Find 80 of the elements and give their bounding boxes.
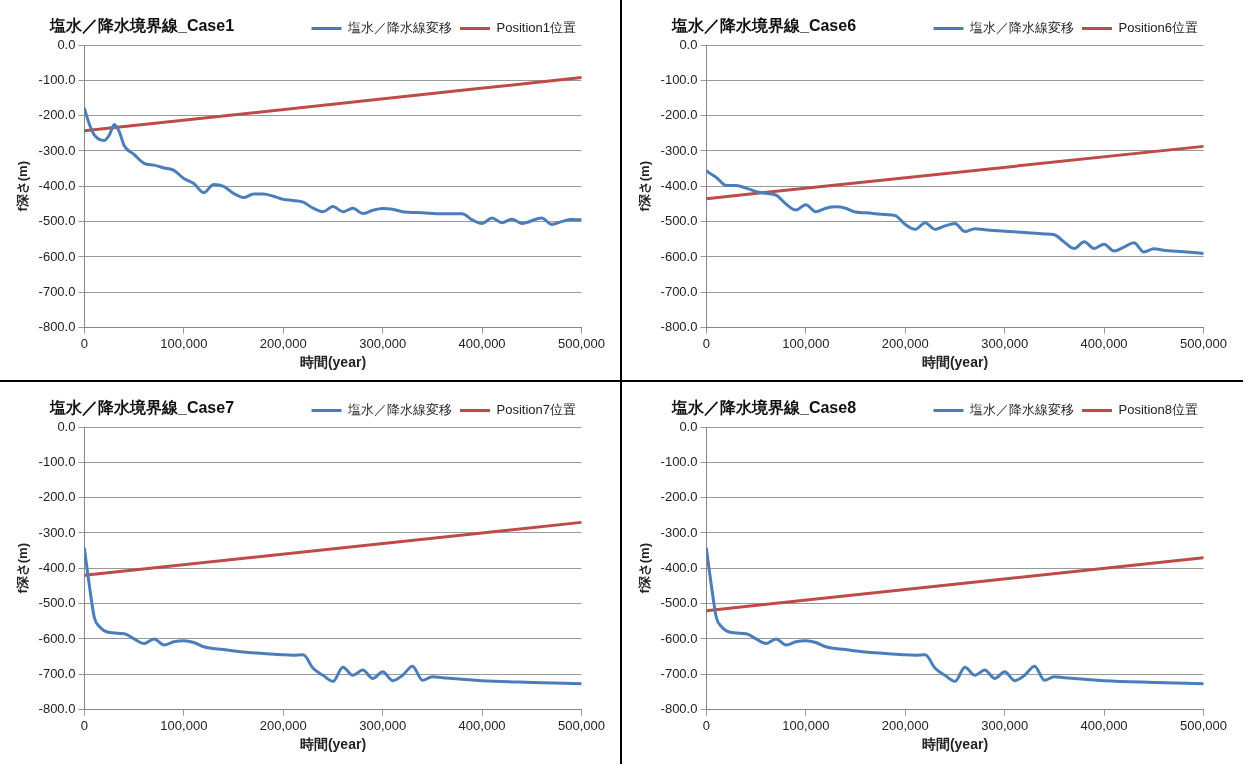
x-tick-label: 400,000 bbox=[1080, 717, 1128, 733]
y-tick-label: -100.0 bbox=[660, 71, 698, 87]
x-tick-label: 100,000 bbox=[160, 717, 208, 733]
x-tick-label: 200,000 bbox=[259, 335, 307, 351]
legend-label: 塩水／降水線変移 bbox=[347, 402, 453, 418]
y-tick-label: 0.0 bbox=[57, 418, 76, 434]
y-tick-label: -500.0 bbox=[660, 595, 698, 611]
y-tick-label: -600.0 bbox=[38, 630, 76, 646]
y-tick-label: -300.0 bbox=[38, 142, 76, 158]
x-tick-label: 100,000 bbox=[160, 335, 208, 351]
y-tick-label: -800.0 bbox=[38, 319, 76, 335]
y-tick-label: -200.0 bbox=[38, 107, 76, 123]
y-tick-label: -800.0 bbox=[660, 701, 698, 717]
y-tick-label: -400.0 bbox=[660, 559, 698, 575]
y-tick-label: -200.0 bbox=[660, 489, 698, 505]
y-tick-label: -400.0 bbox=[38, 177, 76, 193]
x-tick-label: 500,000 bbox=[1180, 335, 1227, 351]
x-tick-label: 0 bbox=[702, 717, 711, 733]
legend-label: Position7位置 bbox=[496, 402, 577, 418]
x-tick-label: 100,000 bbox=[782, 717, 830, 733]
y-tick-label: -300.0 bbox=[38, 524, 76, 540]
y-tick-label: -400.0 bbox=[660, 177, 698, 193]
y-tick-label: -300.0 bbox=[660, 142, 698, 158]
x-tick-label: 400,000 bbox=[458, 335, 506, 351]
legend-label: 塩水／降水線変移 bbox=[347, 20, 453, 36]
y-tick-label: -100.0 bbox=[38, 71, 76, 87]
legend-label: Position6位置 bbox=[1118, 20, 1199, 36]
y-tick-label: -800.0 bbox=[660, 319, 698, 335]
x-tick-label: 0 bbox=[80, 717, 89, 733]
y-axis-title: f深さ(m) bbox=[637, 161, 653, 212]
y-tick-label: -300.0 bbox=[660, 524, 698, 540]
x-axis-title: 時間(year) bbox=[921, 736, 989, 753]
x-tick-label: 500,000 bbox=[558, 335, 605, 351]
y-tick-label: -600.0 bbox=[660, 248, 698, 264]
y-axis-title: f深さ(m) bbox=[637, 543, 653, 594]
chart-title: 塩水／降水境界線_Case8 bbox=[672, 398, 857, 418]
x-tick-label: 500,000 bbox=[1180, 717, 1227, 733]
y-tick-label: -700.0 bbox=[38, 283, 76, 299]
x-tick-label: 300,000 bbox=[359, 717, 407, 733]
y-tick-label: -500.0 bbox=[38, 213, 76, 229]
x-tick-label: 300,000 bbox=[981, 335, 1029, 351]
legend-label: 塩水／降水線変移 bbox=[969, 20, 1075, 36]
y-tick-label: -200.0 bbox=[660, 107, 698, 123]
x-tick-label: 200,000 bbox=[881, 717, 929, 733]
y-tick-label: -100.0 bbox=[660, 453, 698, 469]
y-tick-label: -400.0 bbox=[38, 559, 76, 575]
y-tick-label: -700.0 bbox=[38, 665, 76, 681]
y-tick-label: -600.0 bbox=[660, 630, 698, 646]
y-tick-label: -100.0 bbox=[38, 453, 76, 469]
y-tick-label: -800.0 bbox=[38, 701, 76, 717]
x-tick-label: 300,000 bbox=[981, 717, 1029, 733]
y-tick-label: -500.0 bbox=[38, 595, 76, 611]
x-tick-label: 100,000 bbox=[782, 335, 830, 351]
y-tick-label: 0.0 bbox=[57, 36, 76, 52]
legend-label: 塩水／降水線変移 bbox=[969, 402, 1075, 418]
x-tick-label: 300,000 bbox=[359, 335, 407, 351]
legend-label: Position8位置 bbox=[1118, 402, 1199, 418]
x-tick-label: 0 bbox=[80, 335, 89, 351]
y-axis-title: f深さ(m) bbox=[15, 161, 31, 212]
x-tick-label: 500,000 bbox=[558, 717, 605, 733]
y-tick-label: -700.0 bbox=[660, 665, 698, 681]
legend-label: Position1位置 bbox=[496, 20, 577, 36]
y-tick-label: 0.0 bbox=[679, 36, 698, 52]
y-axis-title: f深さ(m) bbox=[15, 543, 31, 594]
y-tick-label: -700.0 bbox=[660, 283, 698, 299]
x-tick-label: 400,000 bbox=[1080, 335, 1128, 351]
x-tick-label: 0 bbox=[702, 335, 711, 351]
x-axis-title: 時間(year) bbox=[921, 354, 989, 371]
chart-title: 塩水／降水境界線_Case1 bbox=[50, 16, 235, 36]
chart-title: 塩水／降水境界線_Case6 bbox=[672, 16, 857, 36]
x-axis-title: 時間(year) bbox=[299, 736, 367, 753]
chart-title: 塩水／降水境界線_Case7 bbox=[50, 398, 235, 418]
x-tick-label: 400,000 bbox=[458, 717, 506, 733]
x-tick-label: 200,000 bbox=[881, 335, 929, 351]
y-tick-label: -600.0 bbox=[38, 248, 76, 264]
x-axis-title: 時間(year) bbox=[299, 354, 367, 371]
y-tick-label: -200.0 bbox=[38, 489, 76, 505]
x-tick-label: 200,000 bbox=[259, 717, 307, 733]
y-tick-label: -500.0 bbox=[660, 213, 698, 229]
y-tick-label: 0.0 bbox=[679, 418, 698, 434]
